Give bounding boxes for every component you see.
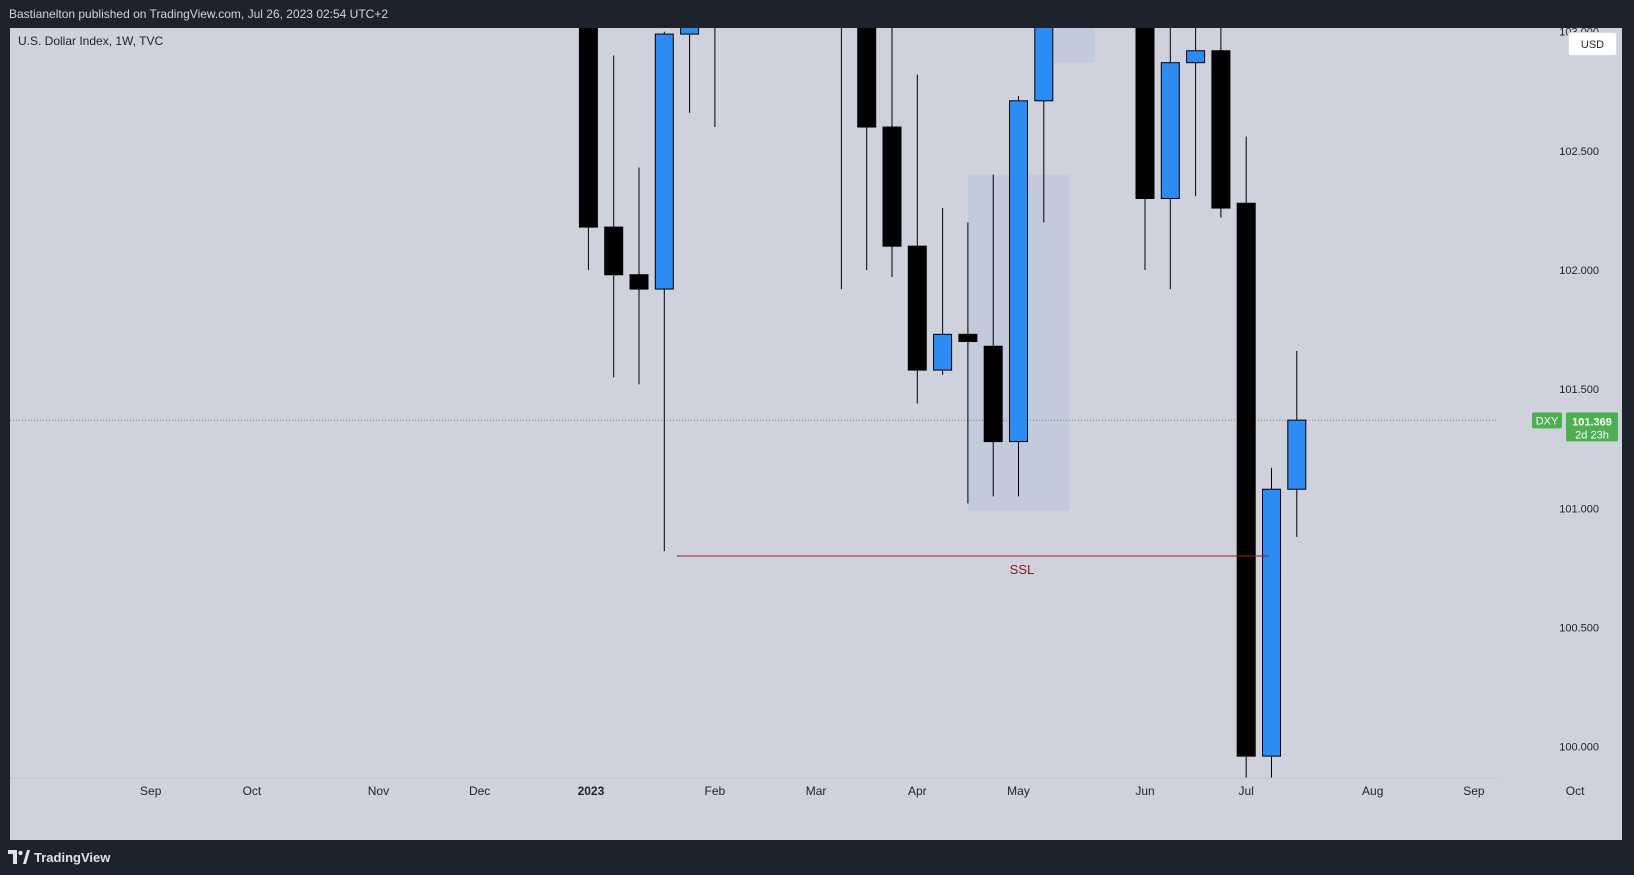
candle [714, 28, 716, 128]
candle-body [1160, 62, 1180, 200]
price-tick-label: 100.000 [1559, 742, 1599, 754]
candle-body [604, 226, 624, 276]
footer-brand[interactable]: TradingView [34, 850, 111, 865]
time-tick-label: Sep [140, 784, 162, 798]
time-tick-label: Jun [1135, 784, 1154, 798]
candle [857, 28, 877, 270]
last-price-tag [1566, 412, 1618, 442]
price-tick-label: 100.500 [1559, 622, 1599, 634]
time-tick-label: Dec [469, 784, 490, 798]
candle [1186, 28, 1206, 197]
candle [1160, 28, 1180, 290]
last-price-value: 101.369 [1572, 416, 1612, 428]
time-tick-label: Aug [1362, 784, 1383, 798]
candle-body [578, 28, 598, 228]
symbol-tag [1532, 412, 1562, 429]
candle [1211, 28, 1231, 218]
candle-body [933, 333, 953, 371]
candle [1009, 96, 1028, 497]
candle [1236, 136, 1256, 778]
candle [629, 167, 649, 385]
candle-body [1236, 202, 1256, 757]
candle-body [680, 28, 700, 35]
price-tick-label: 101.500 [1559, 384, 1599, 396]
candle-body [857, 28, 877, 128]
candle-body [907, 245, 927, 371]
candlestick-chart[interactable]: OrderblockFVGRJBSSL99.500100.000100.5001… [10, 28, 1622, 840]
chart-frame[interactable]: OrderblockFVGRJBSSL99.500100.000100.5001… [10, 28, 1622, 840]
candle [604, 55, 624, 378]
candle-body [1034, 28, 1054, 102]
time-tick-label: Apr [908, 784, 927, 798]
candle-body [1009, 100, 1028, 443]
countdown-value: 2d 23h [1575, 429, 1609, 441]
candle-body [1211, 50, 1231, 209]
time-tick-label: Sep [1463, 784, 1485, 798]
currency-button[interactable]: USD [1568, 32, 1617, 56]
price-tick-label: 102.000 [1559, 265, 1599, 277]
ssl-label: SSL [1010, 562, 1035, 577]
candle-body [983, 345, 1003, 443]
candle [1287, 351, 1307, 537]
candle-body [1262, 488, 1281, 757]
candle [882, 28, 902, 278]
time-tick-label: Oct [1566, 784, 1585, 798]
candle [1034, 28, 1054, 223]
candle [654, 31, 674, 552]
candle [933, 208, 953, 375]
candle-body [1135, 28, 1155, 200]
publish-header-text: Bastianelton published on TradingView.co… [9, 7, 389, 21]
price-tick-label: 101.000 [1559, 503, 1599, 515]
candle [907, 74, 927, 404]
candle [983, 174, 1003, 497]
publish-header: Bastianelton published on TradingView.co… [0, 0, 1634, 28]
candle [1135, 28, 1155, 270]
time-tick-label: Oct [243, 784, 262, 798]
tradingview-logo-icon[interactable] [8, 850, 30, 864]
candle-body [1186, 50, 1206, 64]
plot-area: OrderblockFVGRJBSSL [10, 28, 1498, 778]
candle-body [629, 274, 649, 290]
time-tick-label: Nov [368, 784, 389, 798]
candle [958, 222, 978, 504]
price-tick-label: 102.500 [1559, 146, 1599, 158]
candle [578, 28, 598, 270]
footer: TradingView [0, 840, 1634, 875]
candle-body [882, 126, 902, 247]
time-tick-label: Jul [1239, 784, 1254, 798]
symbol-legend[interactable]: U.S. Dollar Index, 1W, TVC [18, 34, 164, 48]
symbol-tag-text: DXY [1536, 415, 1559, 427]
candle-body [654, 33, 674, 290]
candle-body [958, 333, 978, 342]
candle [1262, 467, 1281, 778]
candle [840, 28, 842, 290]
time-tick-label: 2023 [578, 784, 605, 798]
candle-body [1287, 419, 1307, 490]
candle [680, 28, 700, 113]
time-tick-label: Feb [705, 784, 726, 798]
highlight-zone-2 [1048, 28, 1095, 63]
time-tick-label: May [1007, 784, 1030, 798]
time-tick-label: Mar [806, 784, 827, 798]
